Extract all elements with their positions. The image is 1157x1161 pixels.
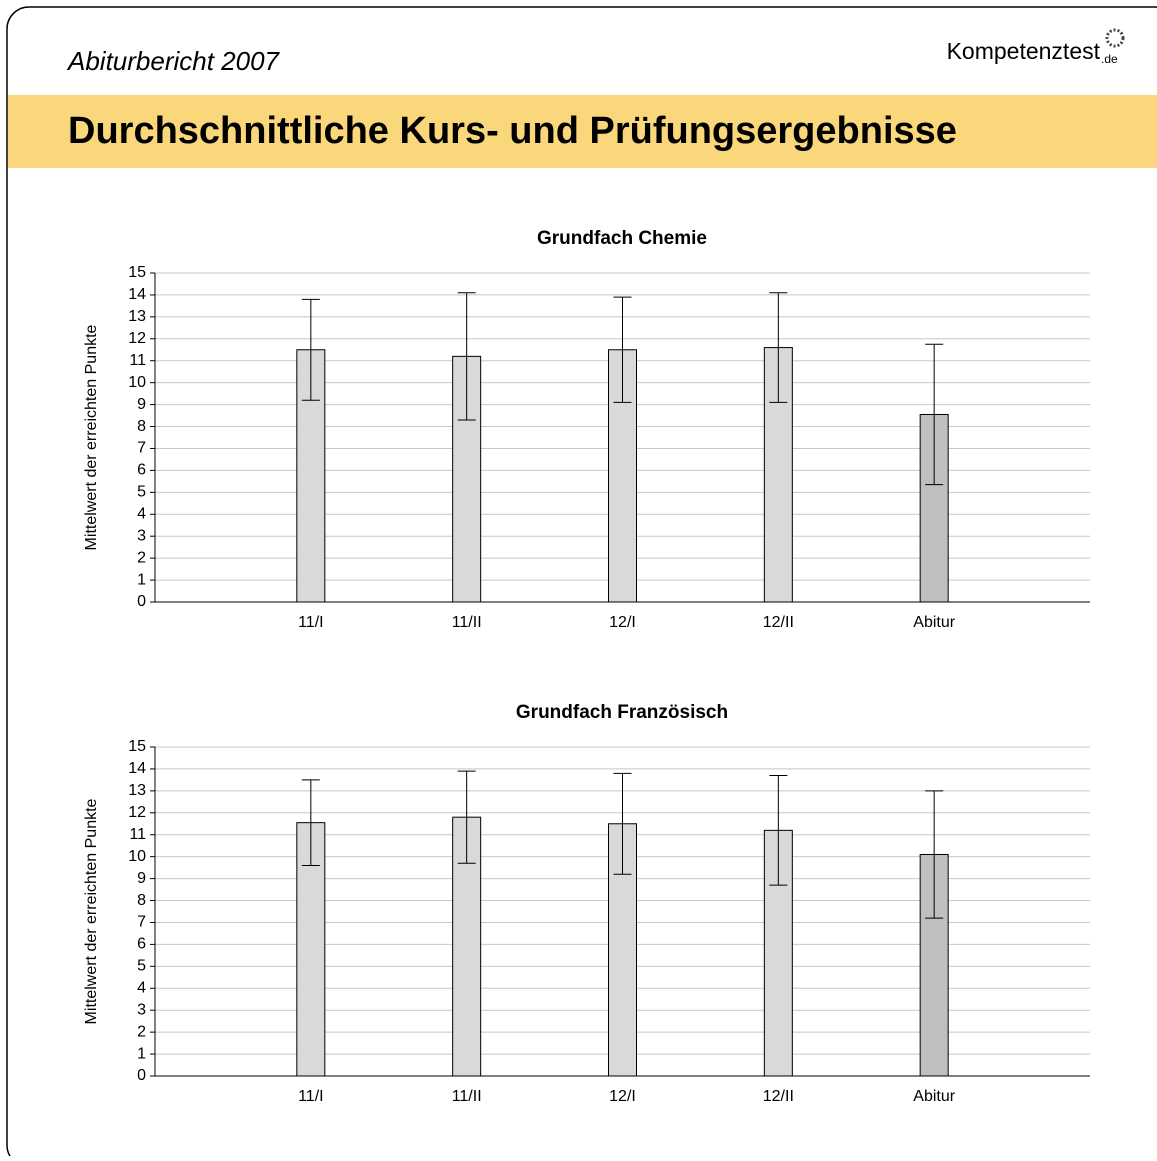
y-tick-label: 14 bbox=[128, 286, 146, 303]
x-tick-label: 11/I bbox=[298, 614, 324, 631]
y-tick-label: 10 bbox=[128, 374, 146, 391]
y-tick-label: 10 bbox=[128, 848, 146, 865]
x-tick-label: 12/I bbox=[609, 1088, 636, 1105]
error-bar bbox=[769, 775, 788, 886]
error-bar bbox=[301, 779, 320, 866]
y-tick-label: 0 bbox=[137, 1067, 146, 1084]
y-tick-label: 15 bbox=[128, 264, 146, 281]
page-title: Durchschnittliche Kurs- und Prüfungserge… bbox=[68, 110, 957, 152]
y-tick-label: 5 bbox=[137, 484, 146, 501]
y-axis-title: Mittelwert der erreichten Punkte bbox=[83, 798, 100, 1024]
logo-icon bbox=[1105, 28, 1125, 48]
y-tick-label: 7 bbox=[137, 440, 146, 457]
y-tick-label: 3 bbox=[137, 527, 146, 544]
y-tick-label: 0 bbox=[137, 593, 146, 610]
y-tick-label: 2 bbox=[137, 1023, 146, 1040]
error-bar bbox=[301, 298, 320, 401]
y-tick-label: 3 bbox=[137, 1001, 146, 1018]
y-tick-label: 1 bbox=[137, 1045, 146, 1062]
y-tick-label: 4 bbox=[137, 505, 146, 522]
error-bar bbox=[769, 292, 788, 403]
y-axis-title: Mittelwert der erreichten Punkte bbox=[83, 324, 100, 550]
error-bar bbox=[925, 790, 944, 919]
y-tick-label: 1 bbox=[137, 571, 146, 588]
y-tick-label: 15 bbox=[128, 738, 146, 755]
subtitle: Abiturbericht 2007 bbox=[66, 46, 281, 76]
y-tick-label: 6 bbox=[137, 462, 146, 479]
y-tick-label: 11 bbox=[129, 826, 146, 843]
y-tick-label: 13 bbox=[128, 782, 146, 799]
x-tick-label: Abitur bbox=[913, 614, 955, 631]
y-tick-label: 5 bbox=[137, 958, 146, 975]
chart-title: Grundfach Französisch bbox=[516, 702, 728, 723]
y-tick-label: 13 bbox=[128, 308, 146, 325]
chart-title: Grundfach Chemie bbox=[537, 228, 707, 249]
logo: Kompetenztest bbox=[947, 38, 1101, 64]
x-tick-label: 12/I bbox=[609, 614, 636, 631]
page-frame bbox=[6, 6, 1157, 1161]
y-tick-label: 8 bbox=[137, 418, 146, 435]
error-bar bbox=[457, 292, 476, 421]
logo-suffix: .de bbox=[1101, 52, 1118, 66]
x-tick-label: 11/II bbox=[452, 614, 482, 631]
x-tick-label: Abitur bbox=[913, 1088, 955, 1105]
y-tick-label: 14 bbox=[128, 760, 146, 777]
y-tick-label: 2 bbox=[137, 549, 146, 566]
y-tick-label: 4 bbox=[137, 979, 146, 996]
error-bar bbox=[613, 772, 632, 875]
y-tick-label: 7 bbox=[137, 914, 146, 931]
x-tick-label: 11/I bbox=[298, 1088, 324, 1105]
error-bar bbox=[457, 770, 476, 864]
x-tick-label: 11/II bbox=[452, 1088, 482, 1105]
y-tick-label: 12 bbox=[128, 804, 146, 821]
x-tick-label: 12/II bbox=[763, 614, 794, 631]
y-tick-label: 6 bbox=[137, 936, 146, 953]
x-tick-label: 12/II bbox=[763, 1088, 794, 1105]
y-tick-label: 11 bbox=[129, 352, 146, 369]
y-tick-label: 12 bbox=[128, 330, 146, 347]
error-bar bbox=[613, 296, 632, 403]
error-bar bbox=[925, 343, 944, 486]
title-band bbox=[8, 95, 1157, 168]
y-tick-label: 9 bbox=[137, 870, 146, 887]
y-tick-label: 8 bbox=[137, 892, 146, 909]
y-tick-label: 9 bbox=[137, 396, 146, 413]
